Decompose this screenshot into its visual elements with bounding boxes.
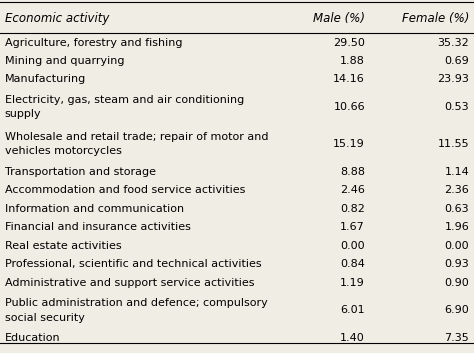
Text: 0.63: 0.63 <box>445 204 469 214</box>
Text: 1.19: 1.19 <box>340 278 365 288</box>
Text: 1.88: 1.88 <box>340 56 365 66</box>
Text: 1.14: 1.14 <box>445 167 469 177</box>
Text: 14.16: 14.16 <box>333 74 365 84</box>
Text: 7.35: 7.35 <box>445 333 469 343</box>
Text: Education: Education <box>5 333 60 343</box>
Text: Mining and quarrying: Mining and quarrying <box>5 56 124 66</box>
Text: supply: supply <box>5 109 41 119</box>
Text: 0.00: 0.00 <box>445 241 469 251</box>
Text: Female (%): Female (%) <box>402 12 469 25</box>
Text: Male (%): Male (%) <box>313 12 365 25</box>
Text: 10.66: 10.66 <box>333 102 365 112</box>
Text: 15.19: 15.19 <box>333 139 365 149</box>
Text: 6.01: 6.01 <box>340 305 365 316</box>
Text: 0.53: 0.53 <box>445 102 469 112</box>
Text: Electricity, gas, steam and air conditioning: Electricity, gas, steam and air conditio… <box>5 95 244 105</box>
Text: 0.84: 0.84 <box>340 259 365 269</box>
Text: 1.40: 1.40 <box>340 333 365 343</box>
Text: Accommodation and food service activities: Accommodation and food service activitie… <box>5 185 245 195</box>
Text: 1.67: 1.67 <box>340 222 365 232</box>
Text: 6.90: 6.90 <box>445 305 469 316</box>
Text: 0.90: 0.90 <box>445 278 469 288</box>
Text: 35.32: 35.32 <box>438 37 469 48</box>
Text: Agriculture, forestry and fishing: Agriculture, forestry and fishing <box>5 37 182 48</box>
Text: 8.88: 8.88 <box>340 167 365 177</box>
Text: 0.00: 0.00 <box>340 241 365 251</box>
Text: Information and communication: Information and communication <box>5 204 184 214</box>
Text: 11.55: 11.55 <box>438 139 469 149</box>
Text: 0.82: 0.82 <box>340 204 365 214</box>
Text: 0.93: 0.93 <box>445 259 469 269</box>
Text: 2.36: 2.36 <box>445 185 469 195</box>
Text: Transportation and storage: Transportation and storage <box>5 167 156 177</box>
Text: Public administration and defence; compulsory: Public administration and defence; compu… <box>5 299 267 309</box>
Text: Real estate activities: Real estate activities <box>5 241 121 251</box>
Text: Administrative and support service activities: Administrative and support service activ… <box>5 278 254 288</box>
Text: Economic activity: Economic activity <box>5 12 109 25</box>
Text: 29.50: 29.50 <box>333 37 365 48</box>
Text: 2.46: 2.46 <box>340 185 365 195</box>
Text: Manufacturing: Manufacturing <box>5 74 86 84</box>
Text: 1.96: 1.96 <box>445 222 469 232</box>
Text: Wholesale and retail trade; repair of motor and: Wholesale and retail trade; repair of mo… <box>5 132 268 142</box>
Text: 23.93: 23.93 <box>438 74 469 84</box>
Text: Financial and insurance activities: Financial and insurance activities <box>5 222 191 232</box>
Text: Professional, scientific and technical activities: Professional, scientific and technical a… <box>5 259 261 269</box>
Text: vehicles motorcycles: vehicles motorcycles <box>5 146 122 156</box>
Text: social security: social security <box>5 312 85 323</box>
Text: 0.69: 0.69 <box>445 56 469 66</box>
